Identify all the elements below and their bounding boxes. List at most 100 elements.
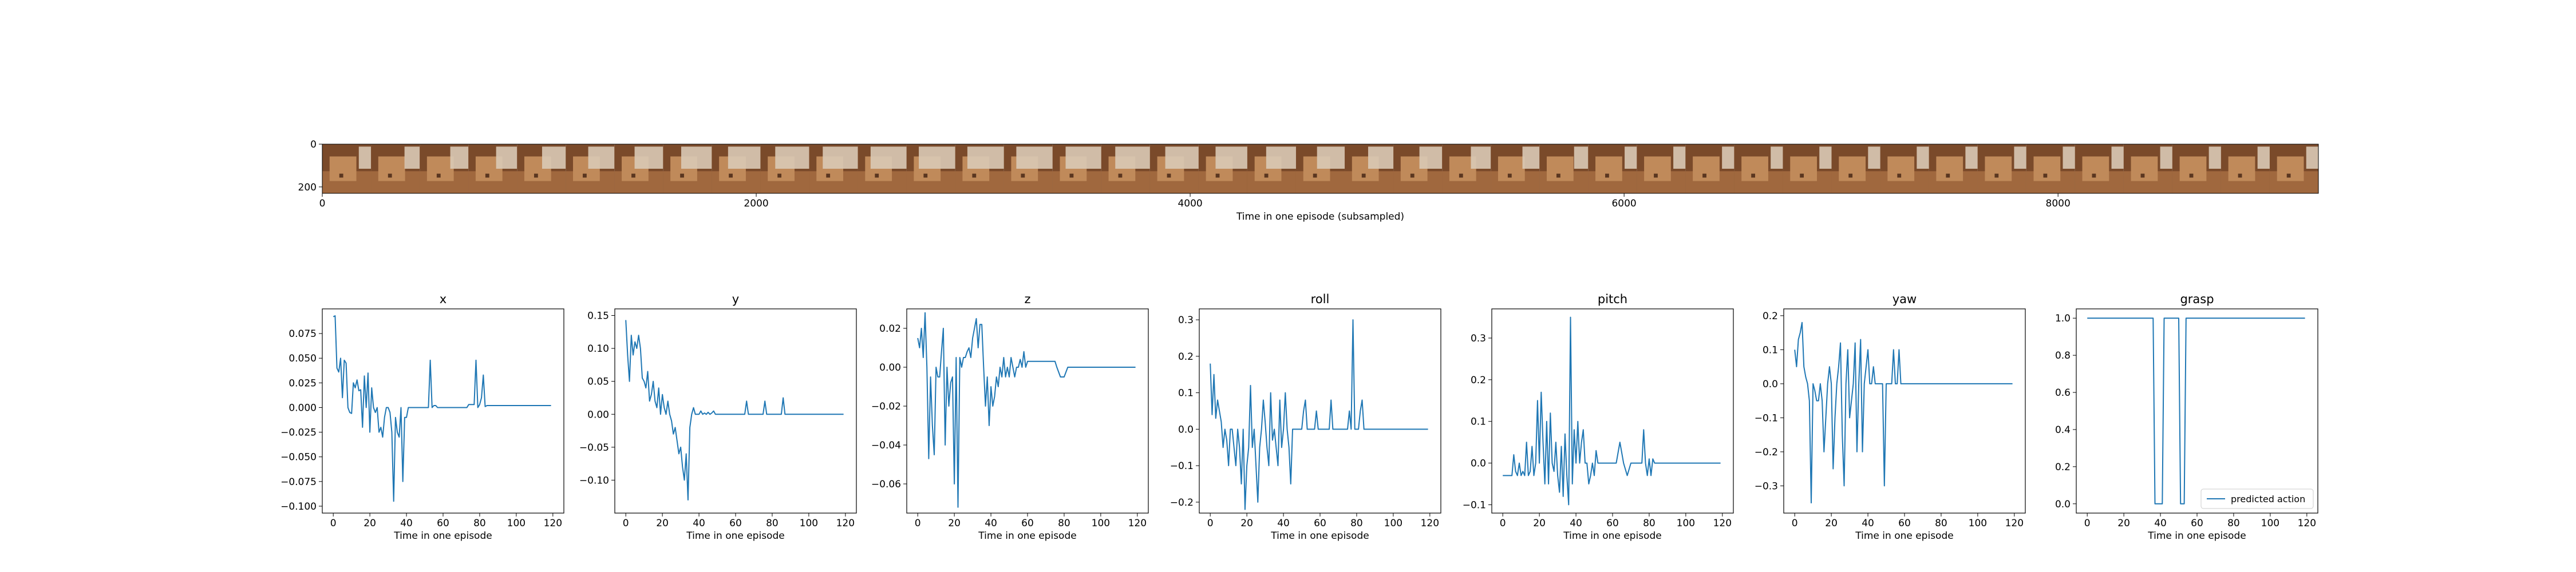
- x-tick-label: 100: [1969, 518, 1987, 529]
- plot-title: yaw: [1893, 292, 1917, 306]
- strip-frame: [1442, 144, 1491, 193]
- y-tick-label: 0.15: [587, 311, 609, 322]
- x-tick-label: 60: [437, 518, 449, 529]
- x-tick-label: 80: [2227, 518, 2240, 529]
- frame-detail: [436, 173, 441, 178]
- legend-box: [2200, 488, 2314, 509]
- frame-robot-arm: [1317, 146, 1345, 169]
- frame-robot-arm: [1471, 146, 1491, 169]
- y-tick-label: −0.1: [1755, 412, 1778, 424]
- frame-detail: [972, 173, 977, 178]
- frame-detail: [1994, 173, 1999, 178]
- x-tick-label: 120: [2005, 518, 2024, 529]
- y-tick-label: 0.10: [587, 343, 609, 355]
- x-tick-label: 120: [544, 518, 562, 529]
- y-tick-label: 0.4: [2055, 424, 2071, 436]
- y-tick-label: −0.2: [1755, 447, 1778, 458]
- strip-frame: [1588, 144, 1637, 193]
- x-tick-label: 0: [623, 518, 629, 529]
- x-tick-label: 20: [2117, 518, 2130, 529]
- frame-detail: [2092, 173, 2096, 178]
- frame-robot-arm: [1419, 146, 1443, 169]
- strip-frame: [1393, 144, 1443, 193]
- strip-frame: [1783, 144, 1832, 193]
- frame-detail: [2189, 173, 2194, 178]
- strip-frame: [955, 144, 1004, 193]
- frame-detail: [1021, 173, 1025, 178]
- plot-area: [907, 309, 1148, 513]
- strip-frame: [1831, 144, 1880, 193]
- y-tick-label: −0.050: [280, 452, 317, 463]
- frame-detail: [1556, 173, 1560, 178]
- frame-robot-arm: [823, 146, 858, 169]
- frame-robot-arm: [1065, 146, 1101, 169]
- frame-robot-arm: [1266, 146, 1296, 169]
- frame-robot-arm: [728, 146, 761, 169]
- frame-robot-arm: [588, 146, 615, 169]
- frame-detail: [485, 173, 489, 178]
- x-tick-label: 40: [1277, 518, 1290, 529]
- x-tick-label: 40: [400, 518, 413, 529]
- x-tick-label: 20: [948, 518, 961, 529]
- x-tick-label: 80: [473, 518, 486, 529]
- strip-frame: [663, 144, 712, 193]
- frame-robot-arm: [496, 146, 517, 169]
- strip-x-tick-label: 0: [319, 198, 326, 209]
- frame-robot-arm: [404, 146, 420, 169]
- frame-robot-arm: [1016, 146, 1053, 169]
- x-tick-label: 80: [1935, 518, 1947, 529]
- x-tick-label: 60: [1606, 518, 1619, 529]
- series-line-yaw: [1794, 321, 2013, 504]
- y-tick-label: −0.02: [871, 401, 901, 412]
- y-tick-label: 0.8: [2055, 350, 2071, 362]
- strip-frame: [809, 144, 858, 193]
- subplot-yaw: 0 20 40 60 80 100 120 −0.3 −0.2 −0.1 0.0 0.1 0.2 yaw T…: [1755, 292, 2026, 542]
- y-tick-label: 0.00: [879, 362, 901, 374]
- frame-detail: [1605, 173, 1609, 178]
- x-tick-label: 80: [766, 518, 779, 529]
- y-tick-label: −0.06: [871, 479, 901, 490]
- frame-detail: [1800, 173, 1804, 178]
- subplot-z: 0 20 40 60 80 100 120 −0.06 −0.04 −0.02 0.00 0.02 z T…: [871, 292, 1149, 542]
- frame-detail: [1313, 173, 1317, 178]
- frame-robot-arm: [2208, 146, 2221, 169]
- strip-frame: [906, 144, 955, 193]
- y-tick-label: 0.1: [1178, 388, 1194, 399]
- strip-x-tick-label: 8000: [2046, 198, 2071, 209]
- y-tick-label: −0.2: [1170, 497, 1194, 509]
- x-tick-label: 40: [985, 518, 997, 529]
- frame-detail: [1264, 173, 1269, 178]
- plot-title: roll: [1311, 292, 1330, 306]
- y-tick-label: 0.0: [1471, 458, 1486, 470]
- y-tick-label: 0.2: [1178, 351, 1194, 363]
- x-tick-label: 100: [507, 518, 526, 529]
- strip-frame: [1685, 144, 1735, 193]
- strip-y-tick-label: 0: [310, 139, 317, 150]
- x-tick-label: 0: [2084, 518, 2091, 529]
- x-tick-label: 100: [1677, 518, 1695, 529]
- subplot-pitch: 0 20 40 60 80 100 120 −0.1 0.0 0.1 0.2 0.3 pitch Time…: [1463, 292, 1734, 542]
- strip-x-tick-label: 2000: [744, 198, 768, 209]
- series-line-y: [625, 320, 844, 500]
- x-axis-label: Time in one episode: [1855, 530, 1953, 542]
- x-tick-label: 60: [1898, 518, 1911, 529]
- x-tick-label: 60: [729, 518, 742, 529]
- y-tick-label: 0.025: [289, 378, 317, 389]
- y-tick-label: 0.1: [1471, 416, 1486, 428]
- frame-detail: [1215, 173, 1220, 178]
- x-tick-label: 80: [1350, 518, 1363, 529]
- frame-detail: [923, 173, 928, 178]
- strip-frame: [1101, 144, 1150, 193]
- y-tick-label: 0.00: [587, 409, 609, 420]
- legend: predicted action: [2200, 488, 2314, 509]
- y-tick-label: −0.10: [579, 475, 609, 486]
- plot-area: [322, 309, 564, 513]
- y-tick-label: 0.000: [289, 402, 317, 414]
- plot-area: [2076, 309, 2318, 513]
- strip-frame: [1637, 144, 1686, 193]
- frame-detail: [680, 173, 684, 178]
- frame-robot-arm: [967, 146, 1004, 169]
- strip-frame: [2269, 144, 2318, 193]
- legend-label: predicted action: [2231, 494, 2305, 505]
- y-tick-label: 0.0: [1763, 379, 1778, 390]
